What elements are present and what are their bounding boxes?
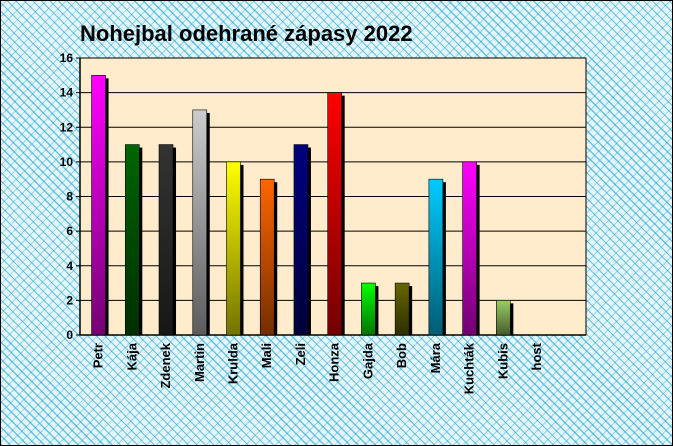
bar xyxy=(259,178,275,336)
bar xyxy=(496,300,511,336)
y-tick-label: 16 xyxy=(60,51,74,65)
x-tick-label: Kuchták xyxy=(462,342,477,394)
bar xyxy=(394,282,410,336)
bar xyxy=(158,144,174,336)
x-tick-label: Zeli xyxy=(293,343,308,365)
bar xyxy=(124,144,140,336)
y-tick-label: 12 xyxy=(60,120,74,134)
y-tick-label: 4 xyxy=(66,259,73,273)
x-tick-label: Mára xyxy=(428,342,443,373)
x-tick-label: Mali xyxy=(259,343,274,368)
x-tick-label: Bob xyxy=(394,343,409,368)
x-tick-label: host xyxy=(529,342,544,370)
x-tick-label: Petr xyxy=(91,343,106,368)
y-tick-label: 6 xyxy=(66,224,73,238)
y-tick-label: 8 xyxy=(66,190,73,204)
x-tick-label: Krulda xyxy=(225,342,240,384)
y-tick-label: 0 xyxy=(66,328,73,342)
x-tick-label: Gajda xyxy=(360,342,375,379)
x-tick-label: Kája xyxy=(124,342,139,370)
x-tick-label: Zdenek xyxy=(158,342,173,388)
bar xyxy=(226,161,241,336)
bar xyxy=(462,161,477,336)
bar xyxy=(192,109,208,336)
bar xyxy=(91,75,106,336)
bar xyxy=(428,178,444,336)
x-tick-label: Honza xyxy=(327,342,342,382)
bar xyxy=(293,144,309,336)
bar xyxy=(361,282,376,336)
bar xyxy=(327,92,342,336)
chart-title: Nohejbal odehrané zápasy 2022 xyxy=(80,21,413,46)
x-tick-label: Martin xyxy=(192,343,207,382)
y-tick-label: 14 xyxy=(60,86,74,100)
x-tick-label: Kubis xyxy=(495,343,510,379)
y-tick-label: 2 xyxy=(66,293,73,307)
y-tick-label: 10 xyxy=(60,155,74,169)
